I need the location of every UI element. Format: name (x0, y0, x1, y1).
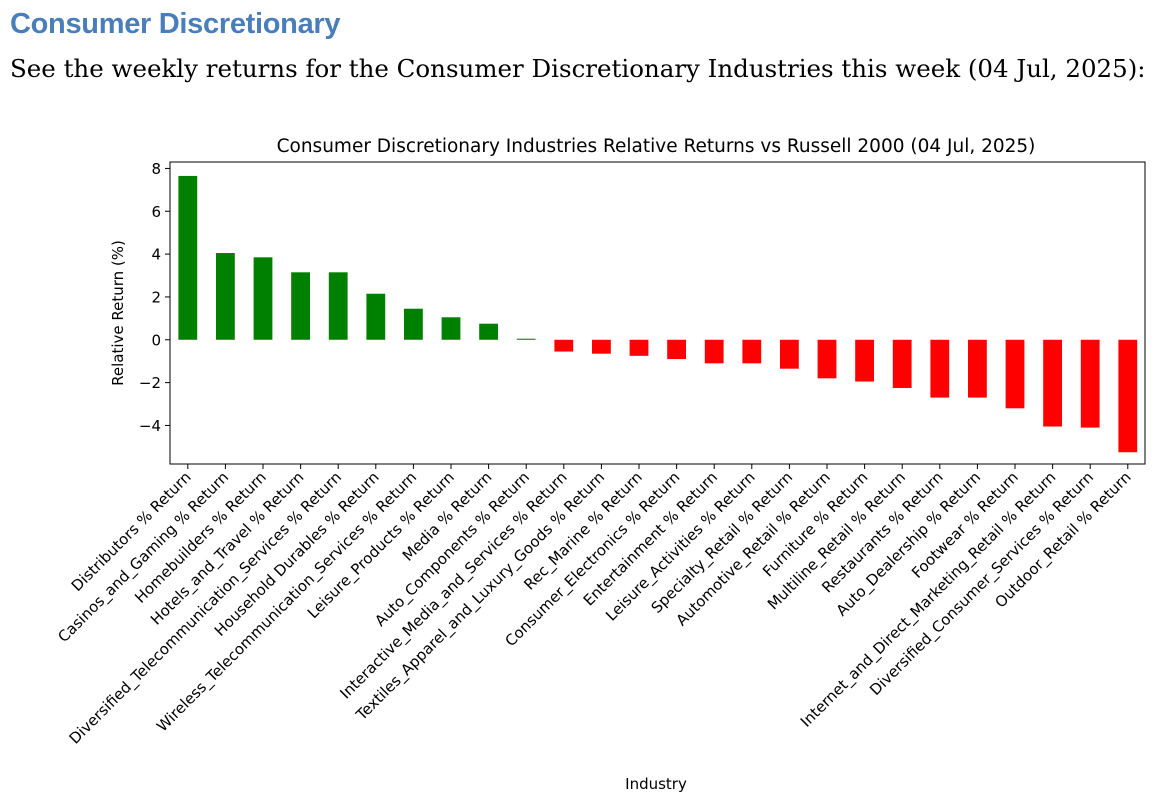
y-tick-label: 4 (151, 246, 161, 264)
bar (930, 339, 950, 398)
y-axis: 8 6 4 2 0 −2 −4 (139, 160, 170, 435)
bar (404, 308, 423, 340)
bar (1043, 339, 1062, 427)
y-tick-label: 2 (151, 288, 161, 306)
y-tick-label: −2 (139, 374, 161, 392)
plot-frame (169, 161, 1146, 465)
bar (554, 339, 574, 352)
bar (1005, 339, 1025, 409)
bar (328, 272, 348, 340)
bar (742, 339, 762, 364)
y-tick-label: 8 (151, 160, 161, 178)
bar (516, 338, 536, 340)
bar (817, 339, 837, 379)
bar (968, 339, 987, 398)
bar (1080, 339, 1100, 428)
x-axis-label: Industry (625, 775, 687, 793)
bar (216, 253, 235, 340)
y-tick-label: −4 (139, 417, 161, 435)
bar (667, 339, 686, 360)
bar (704, 339, 724, 364)
y-axis-label: Relative Return (%) (109, 240, 127, 386)
bar (780, 339, 799, 369)
bar (366, 293, 386, 340)
bar (291, 272, 310, 340)
x-axis: Distributors % ReturnCasinos_and_Gaming … (54, 464, 1135, 748)
bar (441, 317, 461, 340)
bar (892, 339, 912, 388)
section-heading: Consumer Discretionary (10, 8, 341, 40)
y-tick-label: 6 (151, 203, 161, 221)
bar (479, 323, 498, 340)
bar (592, 339, 611, 354)
bar (1118, 339, 1138, 453)
bars-layer (178, 175, 1138, 453)
bar (253, 257, 273, 340)
y-tick-label: 0 (151, 331, 161, 349)
intro-text: See the weekly returns for the Consumer … (10, 54, 1146, 83)
bar (178, 175, 198, 340)
bar (629, 339, 649, 356)
chart-title: Consumer Discretionary Industries Relati… (277, 136, 1036, 157)
bar (855, 339, 874, 382)
